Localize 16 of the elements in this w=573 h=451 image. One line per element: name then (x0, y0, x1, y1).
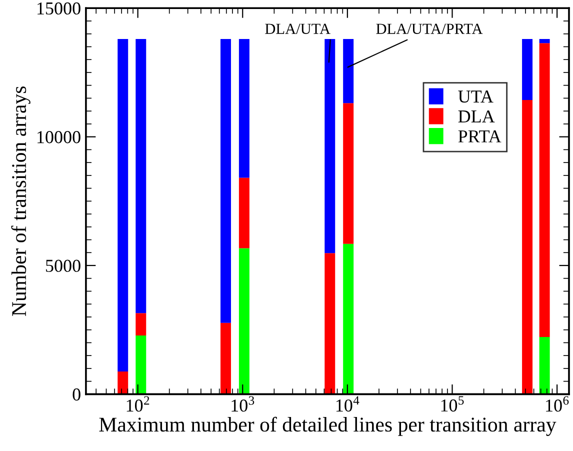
annotation: DLA/UTA (265, 24, 330, 34)
legend-label: DLA (458, 110, 495, 122)
y-tick-label: 10000 (38, 131, 80, 144)
legend-label: PRTA (458, 130, 502, 142)
y-axis-title: Number of transition arrays (11, 86, 30, 316)
annotation: DLA/UTA/PRTA (376, 24, 483, 34)
y-tick-label: 15000 (38, 2, 80, 15)
x-tick-label: 10$^{6}$ (546, 396, 569, 412)
x-axis-title: Maximum number of detailed lines per transition array (99, 416, 556, 436)
x-tick-label: 10$^{5}$ (441, 396, 464, 412)
x-tick-label: 10$^{3}$ (232, 396, 254, 412)
x-tick-label: 10$^{2}$ (126, 396, 150, 412)
y-tick-label: 0 (72, 388, 80, 401)
y-tick-label: 5000 (46, 260, 80, 272)
legend-label: UTA (458, 90, 494, 103)
x-tick-label: 10$^{4}$ (336, 396, 360, 412)
